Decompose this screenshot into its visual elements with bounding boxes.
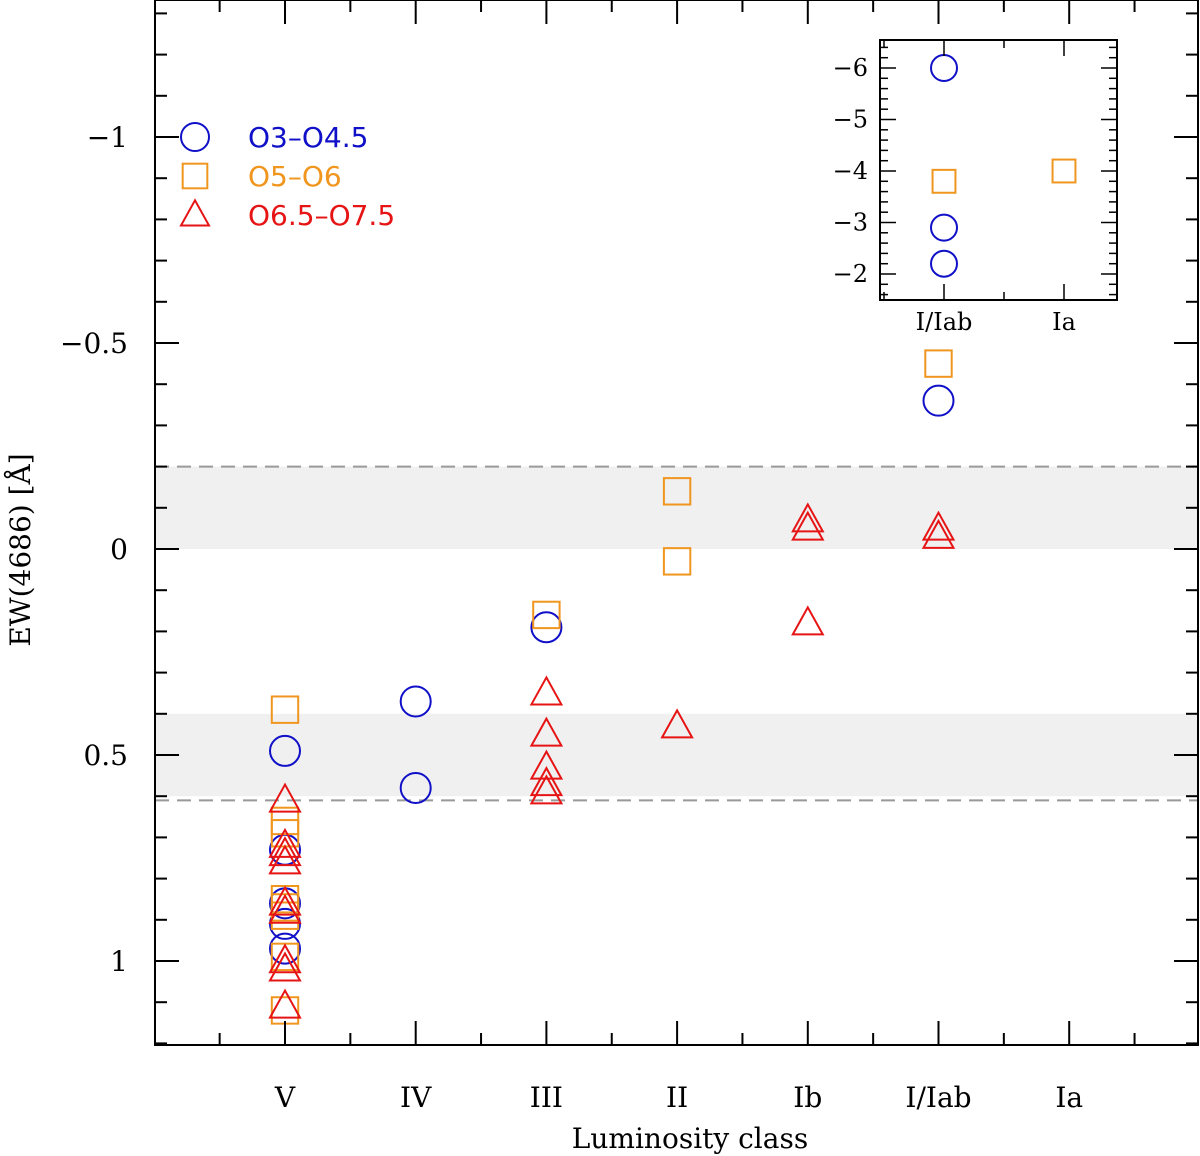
x-tick-label-ii: II bbox=[666, 1081, 688, 1114]
point-o5-o6-v-1 bbox=[270, 695, 300, 724]
axis-ticks bbox=[155, 0, 1198, 1045]
x-tick-label-ia: Ia bbox=[1055, 1081, 1083, 1114]
point-o6-5-o7-5-v-9 bbox=[268, 988, 302, 1019]
inset-point-o3-o4-5-i-iab-2 bbox=[930, 213, 958, 242]
inset-point-o5-o6-i-iab-1 bbox=[931, 168, 957, 194]
inset-x-tick-label-i-iab: I/Iab bbox=[916, 308, 973, 336]
point-o6-5-o7-5-v-5 bbox=[268, 885, 302, 916]
inset-chart: I/Iab Ia −2 −3 −4 −5 −6 bbox=[833, 39, 1118, 336]
point-o5-o6-ii-10 bbox=[662, 477, 692, 506]
point-o6-5-o7-5-v-6 bbox=[268, 893, 302, 924]
point-o3-o4-5-iv-7 bbox=[399, 771, 432, 804]
x-tick-label-ib: Ib bbox=[793, 1081, 822, 1114]
legend-marker-o6-5-o7-5 bbox=[179, 198, 211, 227]
point-o3-o4-5-v-1 bbox=[269, 734, 301, 767]
x-tick-label-iii: III bbox=[530, 1081, 563, 1114]
point-o6-5-o7-5-iii-10 bbox=[529, 675, 564, 706]
point-o6-5-o7-5-v-4 bbox=[268, 844, 302, 875]
point-o5-o6-v-6 bbox=[270, 901, 300, 930]
point-o6-5-o7-5-v-1 bbox=[268, 782, 302, 813]
shaded-band-1 bbox=[155, 466, 1198, 549]
inset-y-tick-label-4: −5 bbox=[833, 106, 868, 134]
point-o6-5-o7-5-iii-13 bbox=[529, 766, 564, 797]
point-o6-5-o7-5-v-8 bbox=[268, 951, 302, 982]
inset-x-tick-label-ia: Ia bbox=[1052, 308, 1076, 336]
point-o6-5-o7-5-iii-12 bbox=[529, 749, 564, 780]
inset-y-tick-label-5: −6 bbox=[833, 54, 868, 82]
inset-point-o5-o6-ia-2 bbox=[1051, 158, 1077, 184]
y-tick-label-4: −0.5 bbox=[60, 327, 128, 360]
point-o6-5-o7-5-ib-18 bbox=[791, 605, 825, 636]
point-o6-5-o7-5-ii-15 bbox=[660, 708, 694, 739]
x-tick-label-iv: IV bbox=[400, 1081, 432, 1114]
shaded-bands bbox=[155, 466, 1198, 797]
inset-border bbox=[879, 39, 1118, 301]
point-o3-o4-5-iii-8 bbox=[530, 611, 563, 644]
point-o6-5-o7-5-v-7 bbox=[268, 943, 302, 974]
point-o3-o4-5-iv-6 bbox=[399, 685, 432, 718]
shaded-band-2 bbox=[155, 713, 1198, 797]
point-o5-o6-v-8 bbox=[270, 996, 300, 1025]
point-o5-o6-ii-11 bbox=[662, 547, 692, 576]
point-o6-5-o7-5-ib-16 bbox=[791, 502, 825, 533]
point-o3-o4-5-v-4 bbox=[269, 907, 301, 940]
legend: O3–O4.5 O5–O6 O6.5–O7.5 bbox=[179, 121, 395, 232]
y-tick-label-2: 0.5 bbox=[83, 739, 128, 772]
inset-point-o3-o4-5-i-iab-1 bbox=[930, 54, 958, 82]
point-o6-5-o7-5-v-2 bbox=[268, 827, 302, 858]
y-tick-label-1: 1 bbox=[110, 945, 128, 978]
inset-point-o3-o4-5-i-iab-3 bbox=[930, 249, 958, 278]
point-o5-o6-i-iab-12 bbox=[924, 349, 953, 378]
point-o5-o6-v-7 bbox=[270, 942, 300, 972]
point-o5-o6-v-5 bbox=[270, 893, 300, 922]
point-o3-o4-5-i-iab-9 bbox=[922, 384, 955, 417]
point-o3-o4-5-v-5 bbox=[269, 932, 301, 965]
point-o5-o6-iii-9 bbox=[532, 600, 561, 630]
point-o6-5-o7-5-iii-11 bbox=[529, 716, 564, 747]
data-points bbox=[268, 349, 956, 1025]
inset-y-tick-label-3: −4 bbox=[833, 157, 868, 185]
y-tick-label-5: −1 bbox=[87, 121, 128, 154]
y-tick-label-3: 0 bbox=[110, 533, 128, 566]
legend-label-o6-5-o7-5: O6.5–O7.5 bbox=[248, 199, 395, 232]
point-o6-5-o7-5-i-iab-20 bbox=[921, 518, 956, 549]
x-tick-label-i-iab: I/Iab bbox=[905, 1081, 971, 1114]
x-tick-label-v: V bbox=[274, 1081, 296, 1114]
dashed-lines bbox=[155, 465, 1198, 802]
point-o6-5-o7-5-i-iab-19 bbox=[921, 510, 956, 541]
point-o6-5-o7-5-iii-14 bbox=[529, 774, 564, 805]
inset-y-tick-label-2: −3 bbox=[833, 209, 868, 237]
point-o6-5-o7-5-ib-17 bbox=[791, 510, 825, 541]
legend-label-o5-o6: O5–O6 bbox=[248, 160, 342, 193]
legend-marker-o5-o6 bbox=[181, 162, 209, 190]
y-axis-title: EW(4686) [Å] bbox=[4, 453, 37, 646]
legend-marker-o3-o4-5 bbox=[180, 122, 210, 152]
legend-label-o3-o4-5: O3–O4.5 bbox=[248, 121, 368, 154]
inset-y-tick-label-1: −2 bbox=[833, 260, 868, 288]
x-axis-title: Luminosity class bbox=[572, 1122, 808, 1155]
point-o6-5-o7-5-v-3 bbox=[268, 836, 302, 867]
